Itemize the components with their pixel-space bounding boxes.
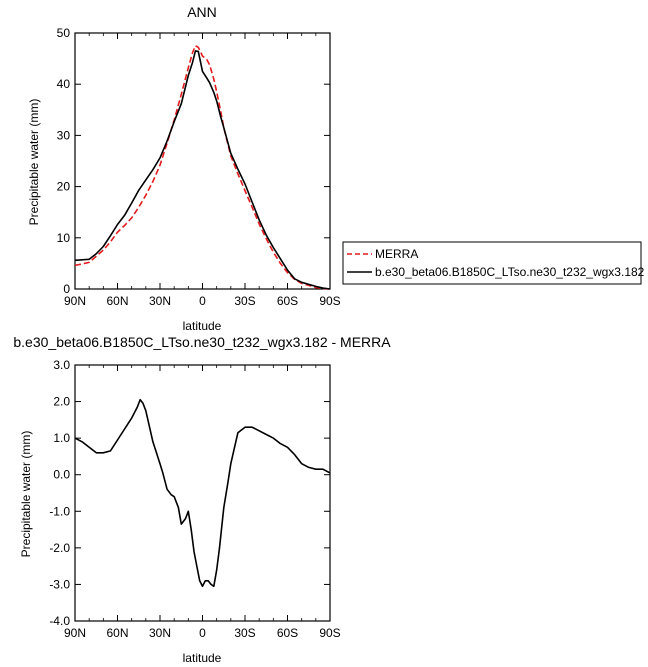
bottom-x-axis-label: latitude <box>183 651 222 665</box>
top-y-tick-label: 20 <box>57 180 71 194</box>
top-y-tick-label: 30 <box>57 128 71 142</box>
legend: MERRA b.e30_beta06.B1850C_LTso.ne30_t232… <box>342 241 645 285</box>
top-y-tick-label: 50 <box>57 26 71 40</box>
bottom-y-tick-label: 0.0 <box>53 468 70 482</box>
top-x-tick-label: 60N <box>106 294 128 308</box>
bottom-chart-title: b.e30_beta06.B1850C_LTso.ne30_t232_wgx3.… <box>13 334 391 350</box>
bottom-x-tick-label: 90N <box>64 626 86 640</box>
top-x-tick-label: 90N <box>64 294 86 308</box>
bottom-x-tick-label: 60S <box>277 626 298 640</box>
bottom-x-tick-label: 90S <box>319 626 340 640</box>
bottom-x-tick-label: 0 <box>199 626 206 640</box>
bottom-y-tick-label: 2.0 <box>53 395 70 409</box>
top-x-tick-label: 0 <box>199 294 206 308</box>
bottom-y-tick-label: -1.0 <box>49 504 70 518</box>
top-plot-area: 90N 60N 30N 0 30S 60S 90S 0 10 20 30 40 50 <box>57 26 341 308</box>
bottom-y-tick-label: -2.0 <box>49 541 70 555</box>
top-x-axis-label: latitude <box>183 319 222 333</box>
bottom-x-tick-label: 30S <box>234 626 255 640</box>
bottom-y-tick-label: 1.0 <box>53 431 70 445</box>
top-x-tick-label: 30N <box>149 294 171 308</box>
top-chart-title: ANN <box>187 4 217 20</box>
bottom-x-tick-label: 60N <box>106 626 128 640</box>
legend-label-merra: MERRA <box>375 247 418 261</box>
top-series-line-1 <box>74 50 331 290</box>
bottom-plot-frame <box>74 364 331 622</box>
top-y-tick-label: 40 <box>57 77 71 91</box>
bottom-x-tick-label: 30N <box>149 626 171 640</box>
legend-box <box>342 241 642 285</box>
bottom-y-axis-label: Precipitable water (mm) <box>19 431 33 558</box>
top-y-axis-label: Precipitable water (mm) <box>27 99 41 226</box>
bottom-panel: b.e30_beta06.B1850C_LTso.ne30_t232_wgx3.… <box>13 334 391 665</box>
top-y-tick-label: 0 <box>63 282 70 296</box>
bottom-series-line-0 <box>74 398 331 588</box>
legend-label-model: b.e30_beta06.B1850C_LTso.ne30_t232_wgx3.… <box>375 265 645 279</box>
bottom-y-tick-label: -3.0 <box>49 577 70 591</box>
top-series-line-0 <box>74 44 331 290</box>
top-y-tick-label: 10 <box>57 231 71 245</box>
top-x-tick-label: 30S <box>234 294 255 308</box>
top-x-tick-label: 60S <box>277 294 298 308</box>
bottom-y-tick-label: 3.0 <box>53 358 70 372</box>
bottom-y-tick-label: -4.0 <box>49 614 70 628</box>
top-panel: ANN 90N 60N 30N 0 30S 60S 90S 0 10 20 30 40 50 latit… <box>27 4 341 333</box>
top-x-tick-label: 90S <box>319 294 340 308</box>
bottom-plot-area: 90N 60N 30N 0 30S 60S 90S 3.0 2.0 1.0 0.0 -1.0 -2.0 -… <box>49 358 340 640</box>
